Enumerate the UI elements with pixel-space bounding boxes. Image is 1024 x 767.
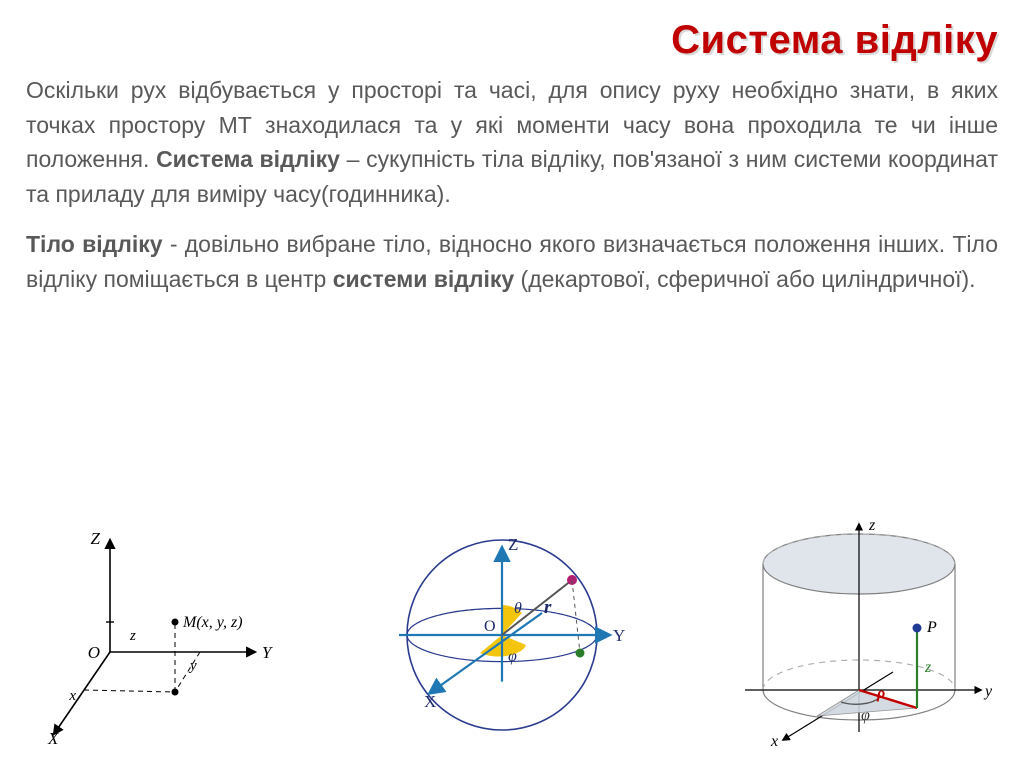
p2-bold1: Тіло відліку (26, 231, 163, 257)
svg-text:ρ: ρ (876, 685, 885, 702)
svg-text:Z: Z (91, 529, 101, 548)
svg-text:y: y (188, 658, 197, 674)
svg-text:Y: Y (262, 643, 273, 662)
svg-text:φ: φ (508, 648, 517, 665)
p1-bold: Система відліку (156, 146, 340, 172)
svg-text:O: O (88, 643, 100, 662)
p2-post: (декартової, сферичної або циліндричної)… (514, 266, 975, 292)
svg-text:z: z (924, 659, 932, 676)
svg-text:θ: θ (514, 600, 522, 617)
paragraph-2: Тіло відліку - довільно вибране тіло, ві… (26, 227, 998, 296)
paragraph-1: Оскільки рух відбувається у просторі та … (26, 73, 998, 211)
svg-text:r: r (544, 597, 552, 618)
svg-text:φ: φ (861, 707, 870, 724)
svg-text:X: X (424, 692, 436, 711)
svg-text:M(x, y, z): M(x, y, z) (182, 614, 243, 631)
diagram-cartesian: Z X Y Ox y z M(x, y, z) (40, 522, 300, 747)
svg-text:y: y (983, 683, 993, 700)
diagrams-row: ZXYOxyzM(x, y, z) ZYXOθφr zyxρφzP (0, 512, 1024, 757)
svg-text:P: P (926, 619, 937, 636)
svg-text:O: O (484, 618, 496, 635)
diagram-cylindrical: z y x ρφ z P (704, 512, 1004, 757)
svg-text:Y: Y (613, 626, 625, 645)
slide-title: Система відліку (26, 18, 998, 63)
title-text: Система відліку (671, 18, 998, 62)
svg-text:Z: Z (508, 535, 518, 554)
svg-text:x: x (68, 688, 76, 704)
svg-text:X: X (47, 729, 59, 747)
svg-text:z: z (129, 628, 136, 644)
diagram-spherical: Z Y X Oθ φ r (352, 517, 652, 752)
p2-bold2: системи відліку (333, 266, 514, 292)
svg-text:z: z (868, 517, 876, 534)
svg-text:x: x (770, 733, 778, 750)
